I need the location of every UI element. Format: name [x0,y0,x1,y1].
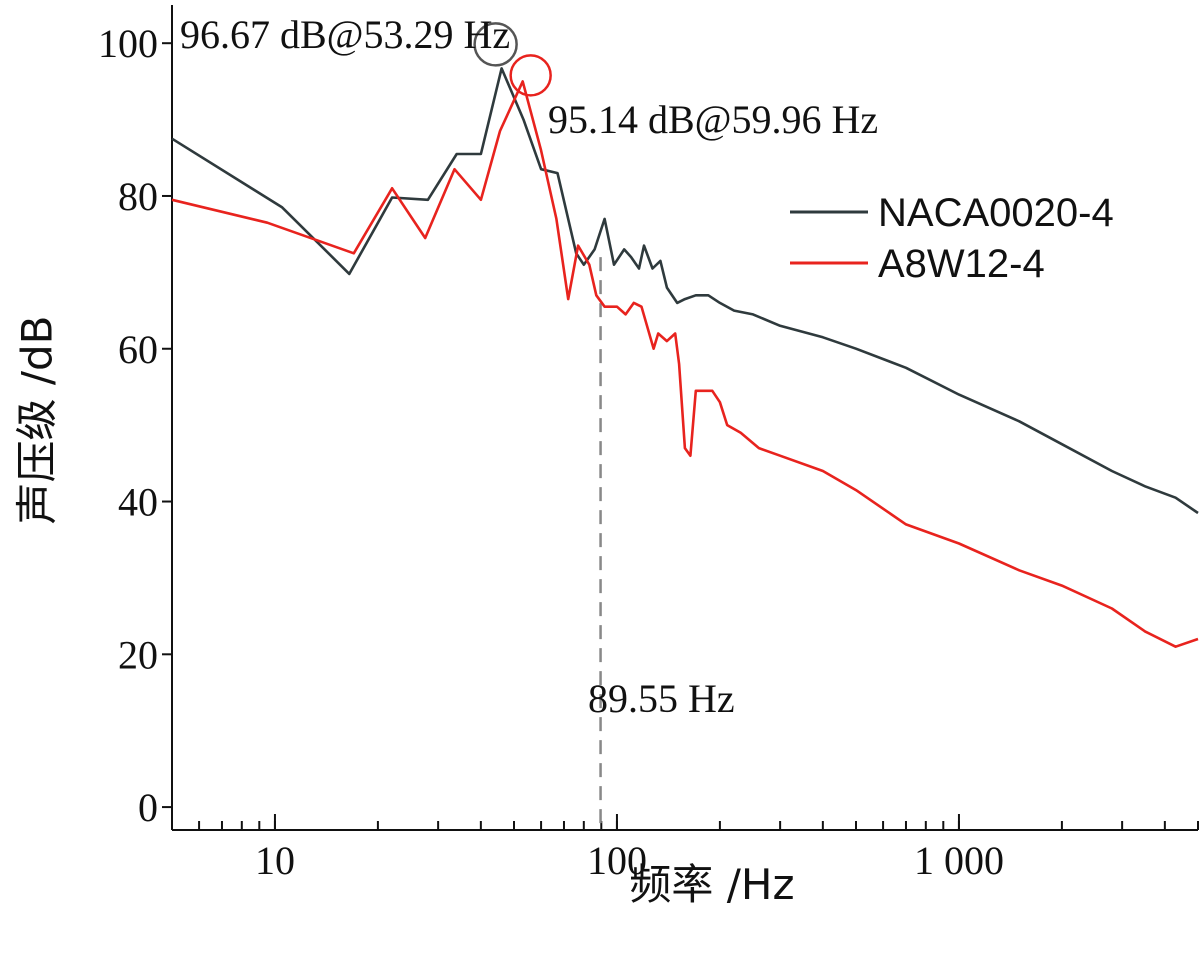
x-minor-ticks [171,821,1199,830]
peak-marker-naca0020-4 [473,22,518,67]
y-tick-label: 40 [118,480,158,525]
x-tick-label: 1 000 [914,838,1004,883]
y-axis-title: 声压级 /dB [13,316,62,525]
legend: NACA0020-4 A8W12-4 [790,191,1114,286]
y-tick-label: 20 [118,632,158,677]
x-tick-label: 10 [255,838,295,883]
y-tick-label: 80 [118,174,158,219]
peak-marker-a8w12-4 [509,54,552,97]
x-tick-label: 100 [587,838,647,883]
x-axis-title: 频率 /Hz [629,860,794,909]
peak1-annotation: 96.67 dB@53.29 Hz [180,12,510,57]
legend-label-naca0020-4: NACA0020-4 [878,191,1114,235]
y-tick-label: 100 [98,21,158,66]
y-tick-label: 0 [138,785,158,830]
series-line-naca0020-4 [171,67,1199,515]
x-axis-ticks: 10 100 1 000 [255,814,1004,883]
peak2-annotation: 95.14 dB@59.96 Hz [548,97,878,142]
y-tick-label: 60 [118,327,158,372]
vline-annotation: 89.55 Hz [588,676,735,721]
legend-label-a8w12-4: A8W12-4 [878,242,1045,286]
y-axis-ticks: 0 20 40 60 80 100 [98,21,172,830]
series-line-a8w12-4 [171,80,1199,649]
